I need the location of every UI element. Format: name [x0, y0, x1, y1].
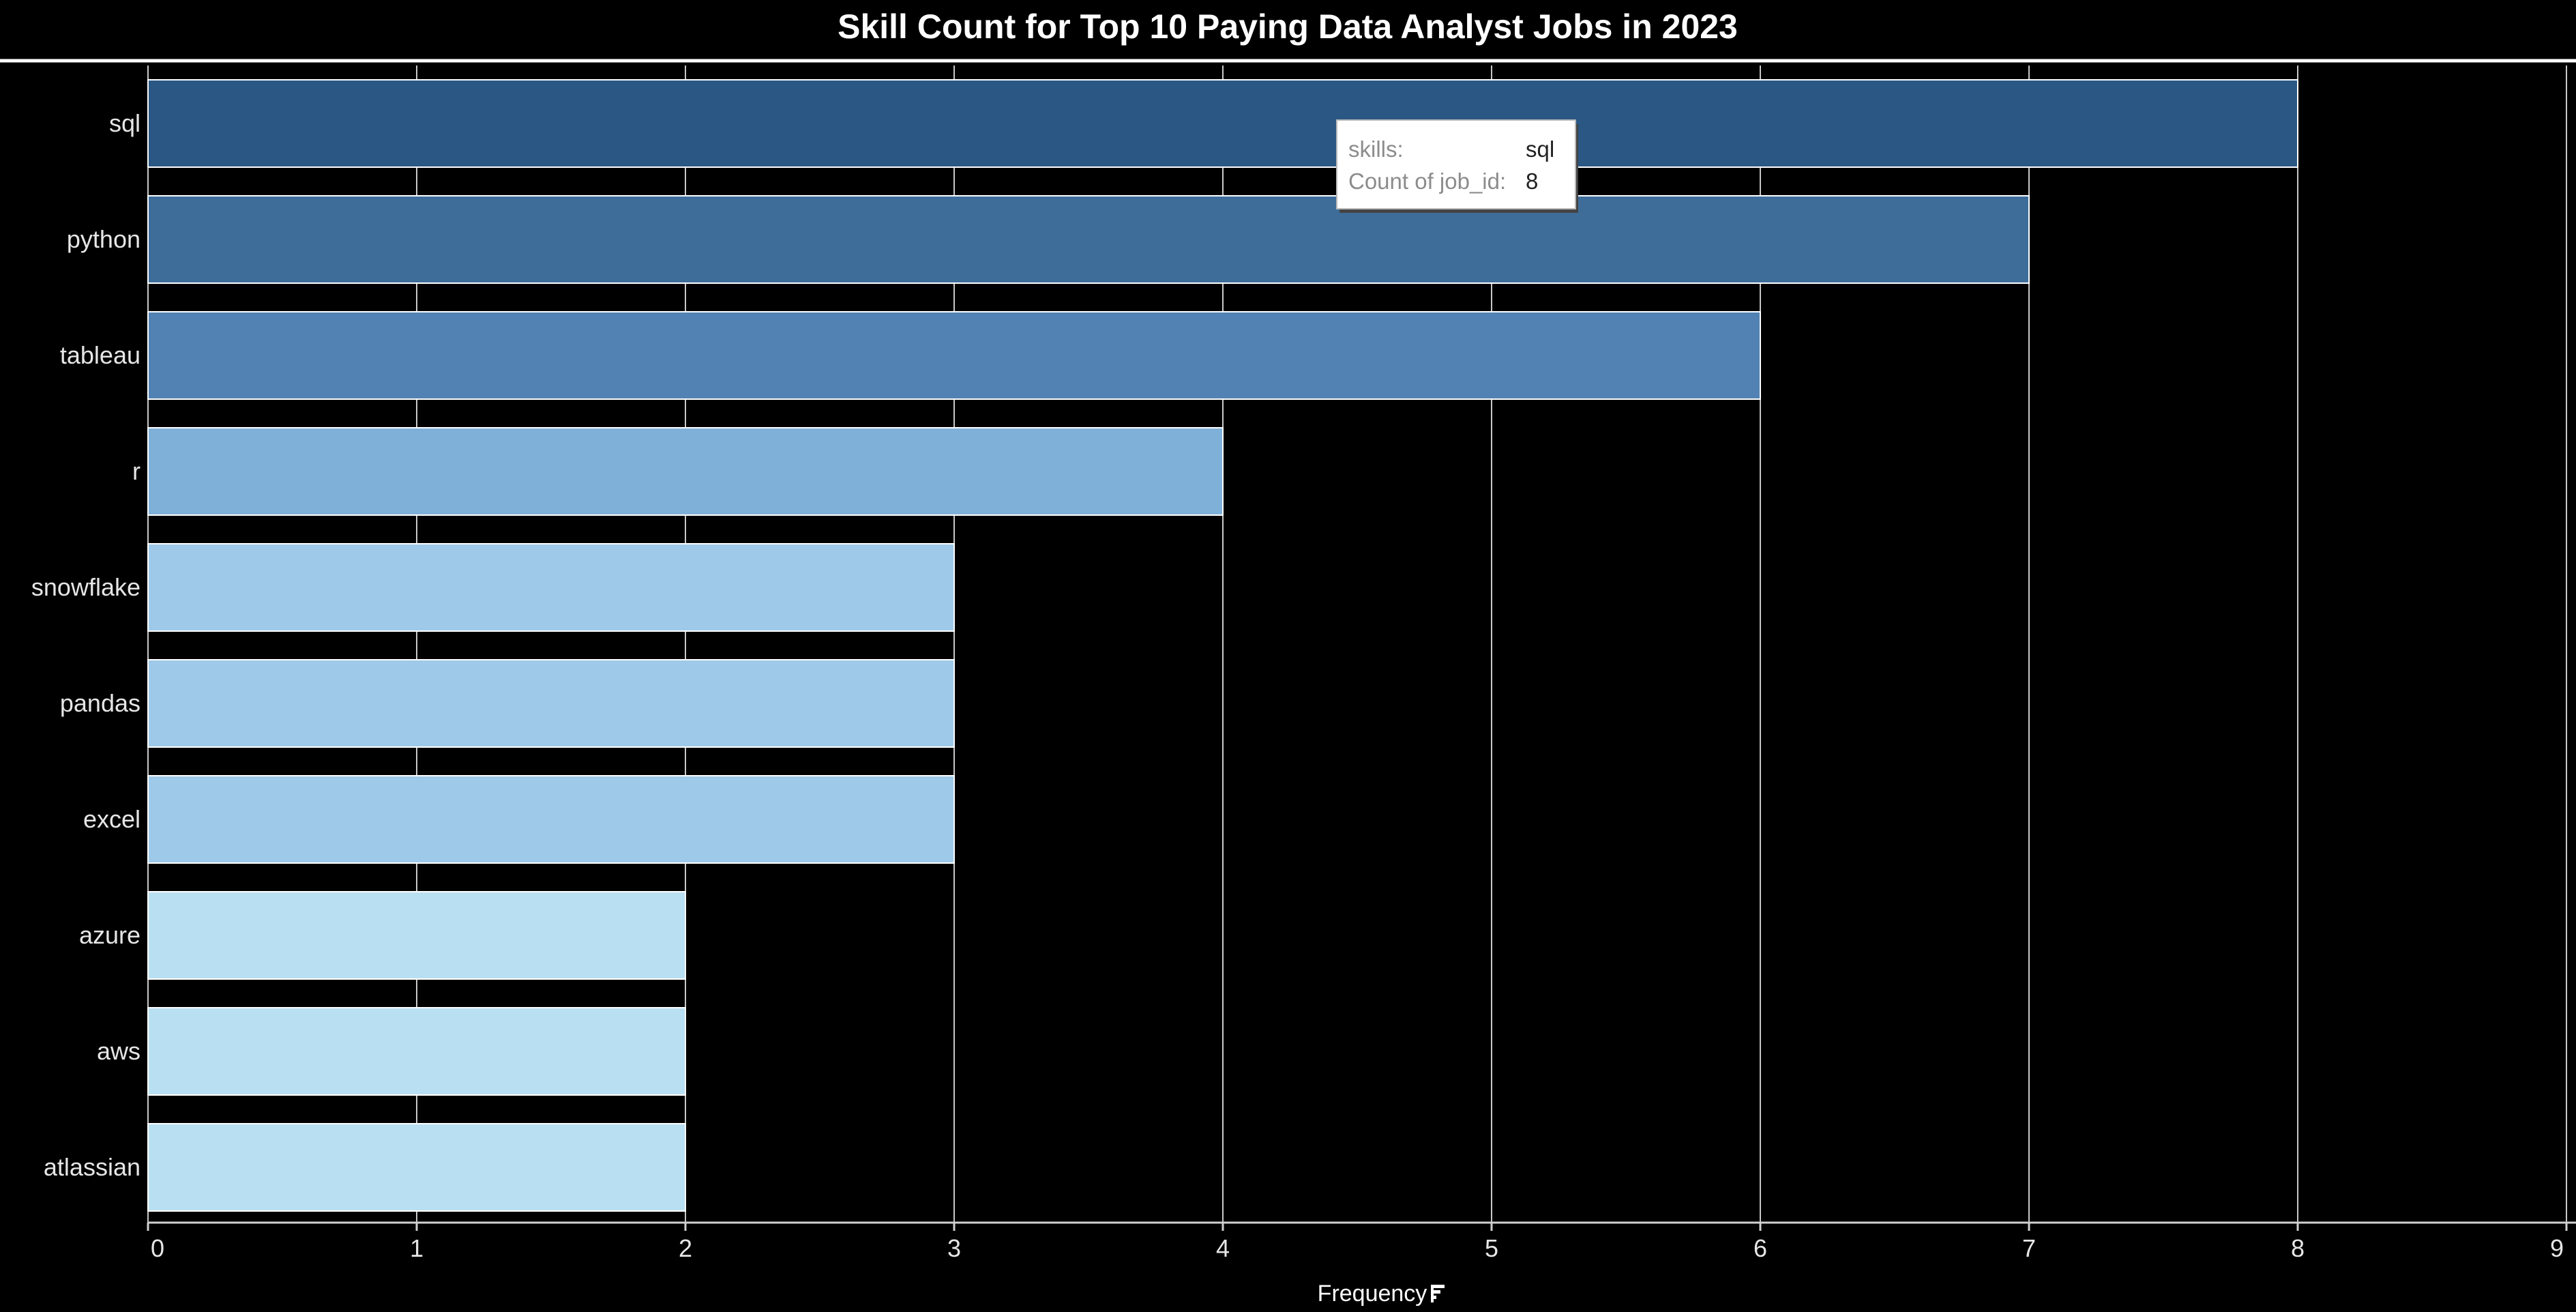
category-labels: sql python tableau r snowflake pandas excel azu…: [31, 109, 140, 1181]
category-label: r: [132, 457, 140, 485]
x-tick-label: 6: [1753, 1234, 1767, 1262]
x-tick-label: 1: [410, 1234, 424, 1262]
category-label: azure: [79, 921, 140, 949]
tooltip-box: [1336, 119, 1576, 209]
bar[interactable]: [147, 891, 686, 980]
x-tick-label: 9: [2550, 1234, 2564, 1262]
bar[interactable]: [147, 1123, 686, 1212]
category-label: sql: [109, 109, 140, 137]
tooltip-key-skills: skills:: [1348, 136, 1404, 162]
category-label: atlassian: [44, 1153, 140, 1181]
x-axis-ticks: 0 1 2 3 4 5 6 7 8 9: [147, 1223, 2568, 1262]
category-label: python: [67, 225, 140, 253]
sort-icon[interactable]: [1431, 1285, 1445, 1302]
x-tick-label: 0: [151, 1234, 164, 1262]
x-tick-label: 7: [2022, 1234, 2036, 1262]
tooltip-value-skills: sql: [1526, 136, 1554, 162]
category-label: snowflake: [31, 573, 140, 601]
x-tick-label: 5: [1485, 1234, 1498, 1262]
x-axis-title: Frequency: [1318, 1281, 1427, 1307]
category-label: excel: [83, 805, 140, 833]
x-tick-label: 3: [947, 1234, 961, 1262]
chart-title: Skill Count for Top 10 Paying Data Analy…: [838, 8, 1738, 46]
bar[interactable]: [147, 659, 955, 748]
bar[interactable]: [147, 79, 2298, 168]
tooltip-key-count: Count of job_id:: [1348, 169, 1506, 194]
x-tick-label: 2: [679, 1234, 692, 1262]
x-tick-label: 4: [1216, 1234, 1230, 1262]
bar[interactable]: [147, 311, 1761, 400]
bar[interactable]: [147, 775, 955, 864]
x-tick-label: 8: [2291, 1234, 2305, 1262]
bar[interactable]: [147, 543, 955, 632]
bar[interactable]: [147, 195, 2030, 284]
category-label: pandas: [60, 689, 140, 717]
tooltip: skills: sql Count of job_id: 8: [1336, 119, 1578, 213]
bar[interactable]: [147, 1007, 686, 1096]
category-label: tableau: [60, 341, 140, 369]
bar[interactable]: [147, 427, 1224, 516]
bars: [147, 79, 2298, 1212]
category-label: aws: [97, 1037, 140, 1065]
tooltip-value-count: 8: [1526, 169, 1538, 194]
